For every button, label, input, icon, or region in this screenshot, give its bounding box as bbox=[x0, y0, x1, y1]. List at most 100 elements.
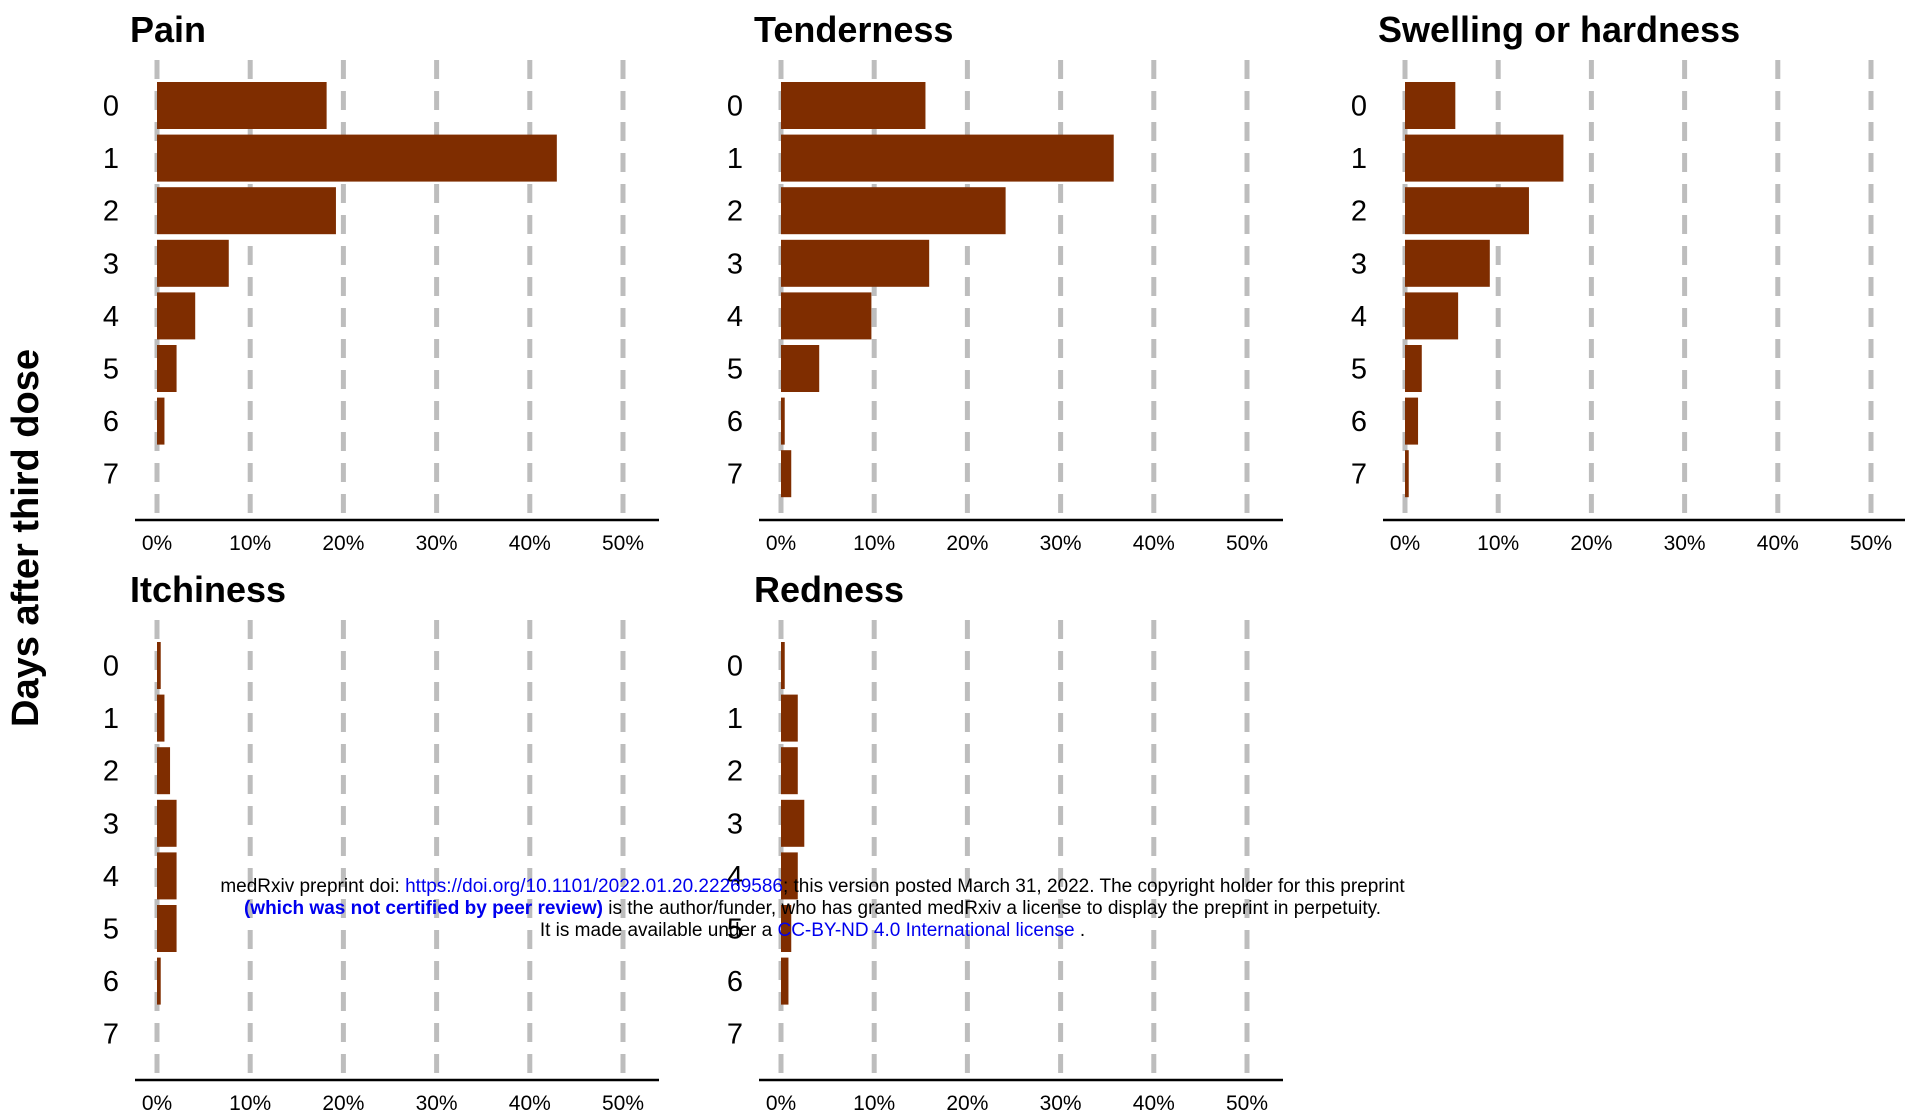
panel-title: Pain bbox=[130, 9, 206, 50]
y-tick-label: 2 bbox=[103, 196, 119, 228]
y-tick-label: 4 bbox=[727, 861, 743, 893]
x-tick-label: 10% bbox=[229, 1092, 271, 1115]
y-tick-label: 2 bbox=[727, 756, 743, 788]
y-tick-label: 0 bbox=[103, 651, 119, 683]
bar-day-5: Tenderness day 5: 4.1% bbox=[781, 345, 820, 392]
x-tick-label: 50% bbox=[1226, 1092, 1268, 1115]
x-tick-label: 0% bbox=[1390, 532, 1420, 555]
bar-day-0: Redness day 0: 0.4% bbox=[781, 642, 785, 689]
bar-day-4: Itchiness day 4: 2.1% bbox=[157, 852, 177, 900]
y-tick-label: 1 bbox=[1351, 143, 1367, 175]
x-tick-label: 50% bbox=[602, 532, 644, 555]
bar-day-0: Itchiness day 0: 0.4% bbox=[157, 642, 161, 689]
watermark-text: medRxiv preprint doi: bbox=[220, 876, 406, 897]
bar-day-2: Tenderness day 2: 24.1% bbox=[781, 187, 1006, 235]
peer-review-link[interactable]: (which was not certified by peer review) bbox=[243, 898, 603, 919]
y-tick-label: 6 bbox=[727, 966, 743, 998]
bar-day-2: Itchiness day 2: 1.4% bbox=[157, 747, 171, 795]
y-tick-label: 4 bbox=[727, 301, 743, 333]
y-tick-label: 1 bbox=[727, 703, 743, 735]
bar-day-1: Pain day 1: 42.9% bbox=[157, 134, 557, 182]
y-tick-label: 1 bbox=[103, 143, 119, 175]
doi-link[interactable]: https://doi.org/10.1101/2022.01.20.22269… bbox=[405, 876, 783, 897]
bar-day-0: Tenderness day 0: 15.5% bbox=[781, 82, 926, 129]
x-tick-label: 10% bbox=[853, 1092, 895, 1115]
bar-day-2: Pain day 2: 19.2% bbox=[157, 187, 336, 235]
y-tick-label: 4 bbox=[103, 861, 119, 893]
y-tick-label: 4 bbox=[103, 301, 119, 333]
x-tick-label: 50% bbox=[1226, 532, 1268, 555]
y-tick-label: 3 bbox=[103, 248, 119, 280]
panel-redness: Redness Redness day 0: 0.4% Redness day 1:… bbox=[727, 569, 1283, 1115]
x-tick-label: 0% bbox=[142, 532, 172, 555]
x-tick-label: 10% bbox=[229, 532, 271, 555]
preprint-watermark: medRxiv preprint doi: https://doi.org/10… bbox=[0, 876, 1625, 942]
y-tick-label: 5 bbox=[1351, 354, 1367, 386]
y-tick-label: 3 bbox=[103, 808, 119, 840]
x-tick-label: 20% bbox=[322, 532, 364, 555]
x-tick-label: 40% bbox=[509, 532, 551, 555]
x-tick-label: 10% bbox=[1477, 532, 1519, 555]
bar-day-4: Pain day 4: 4.1% bbox=[157, 292, 196, 340]
bar-day-0: Pain day 0: 18.2% bbox=[157, 82, 327, 129]
y-tick-label: 7 bbox=[103, 459, 119, 491]
y-tick-label: 0 bbox=[727, 91, 743, 123]
panel-title: Redness bbox=[754, 569, 904, 610]
y-tick-label: 4 bbox=[1351, 301, 1367, 333]
y-tick-label: 0 bbox=[727, 651, 743, 683]
y-tick-label: 5 bbox=[103, 914, 119, 946]
y-tick-label: 3 bbox=[727, 808, 743, 840]
panel-title: Itchiness bbox=[130, 569, 286, 610]
bar-day-7: Swelling or hardness day 7: 0.4% bbox=[1405, 450, 1409, 498]
bar-day-0: Swelling or hardness day 0: 5.4% bbox=[1405, 82, 1456, 129]
bar-day-1: Tenderness day 1: 35.7% bbox=[781, 134, 1114, 182]
x-tick-label: 20% bbox=[1570, 532, 1612, 555]
bar-day-7: Tenderness day 7: 1.1% bbox=[781, 450, 792, 498]
y-tick-label: 5 bbox=[727, 914, 743, 946]
x-tick-label: 10% bbox=[853, 532, 895, 555]
bar-day-5: Redness day 5: 1.1% bbox=[781, 905, 792, 952]
x-tick-label: 40% bbox=[1133, 532, 1175, 555]
x-tick-label: 20% bbox=[946, 532, 988, 555]
x-tick-label: 20% bbox=[322, 1092, 364, 1115]
chart-panels: Pain Pain day 0: 18.2% Pain day 1: 42.9% Pa… bbox=[103, 9, 1905, 1115]
bar-day-2: Swelling or hardness day 2: 13.3% bbox=[1405, 187, 1529, 235]
y-tick-label: 6 bbox=[103, 406, 119, 438]
bar-day-6: Swelling or hardness day 6: 1.4% bbox=[1405, 397, 1419, 445]
y-tick-label: 1 bbox=[727, 143, 743, 175]
bar-day-6: Pain day 6: 0.8% bbox=[157, 397, 165, 445]
bar-day-1: Redness day 1: 1.8% bbox=[781, 694, 798, 742]
x-tick-label: 40% bbox=[1757, 532, 1799, 555]
x-tick-label: 0% bbox=[766, 532, 796, 555]
panel-title: Tenderness bbox=[754, 9, 953, 50]
watermark-text: It is made available under a bbox=[539, 920, 778, 941]
panel-itchiness: Itchiness Itchiness day 0: 0.4% Itchiness … bbox=[103, 569, 659, 1115]
y-tick-label: 7 bbox=[103, 1019, 119, 1051]
x-tick-label: 50% bbox=[602, 1092, 644, 1115]
bar-day-3: Itchiness day 3: 2.1% bbox=[157, 799, 177, 847]
y-axis-label: Days after third dose bbox=[5, 349, 47, 727]
bar-day-4: Swelling or hardness day 4: 5.7% bbox=[1405, 292, 1459, 340]
panel-title: Swelling or hardness bbox=[1378, 9, 1740, 50]
watermark-line-2: (which was not certified by peer review)… bbox=[0, 898, 1625, 920]
y-tick-label: 5 bbox=[103, 354, 119, 386]
bar-day-4: Redness day 4: 1.8% bbox=[781, 852, 798, 900]
x-tick-label: 30% bbox=[1664, 532, 1706, 555]
y-tick-label: 0 bbox=[1351, 91, 1367, 123]
x-tick-label: 0% bbox=[142, 1092, 172, 1115]
y-tick-label: 6 bbox=[1351, 406, 1367, 438]
y-tick-label: 2 bbox=[727, 196, 743, 228]
license-link[interactable]: CC-BY-ND 4.0 International license bbox=[777, 920, 1075, 941]
bar-day-3: Tenderness day 3: 15.9% bbox=[781, 239, 930, 287]
y-tick-label: 2 bbox=[103, 756, 119, 788]
bar-day-3: Pain day 3: 7.7% bbox=[157, 239, 229, 287]
y-tick-label: 6 bbox=[103, 966, 119, 998]
bar-day-6: Redness day 6: 0.8% bbox=[781, 957, 789, 1005]
x-tick-label: 40% bbox=[509, 1092, 551, 1115]
x-tick-label: 30% bbox=[416, 532, 458, 555]
y-tick-label: 7 bbox=[1351, 459, 1367, 491]
bar-day-1: Swelling or hardness day 1: 17.0% bbox=[1405, 134, 1564, 182]
x-tick-label: 30% bbox=[1040, 1092, 1082, 1115]
bar-day-5: Swelling or hardness day 5: 1.8% bbox=[1405, 345, 1422, 392]
